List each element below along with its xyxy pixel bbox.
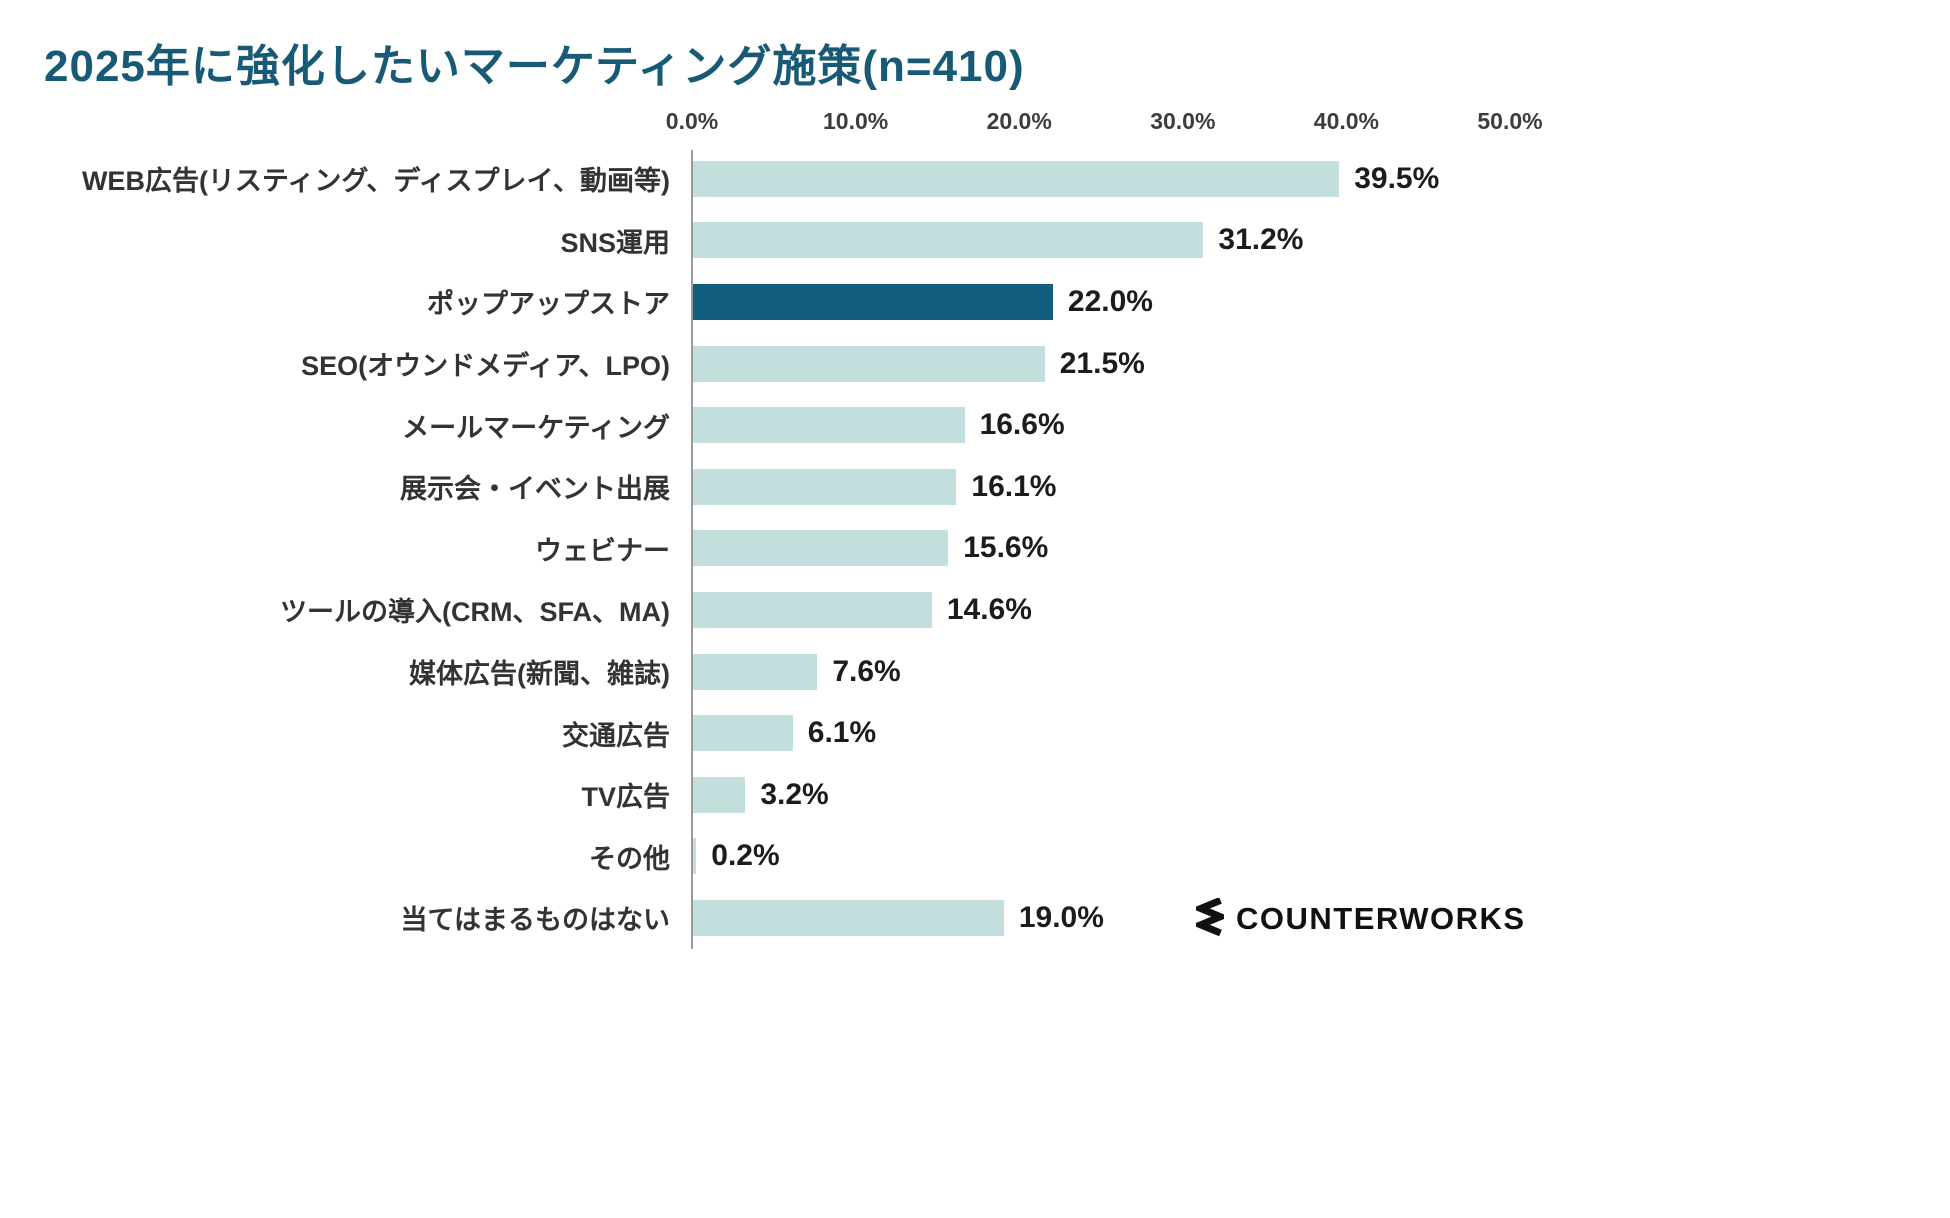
category-label: ツールの導入(CRM、SFA、MA): [280, 597, 670, 628]
x-axis-ticks: 0.0% 10.0% 20.0% 30.0% 40.0% 50.0%: [666, 104, 1543, 148]
bar-track: 31.2%: [693, 222, 1533, 259]
category-label: TV広告: [581, 782, 670, 813]
logo-text: COUNTERWORKS: [1236, 901, 1526, 936]
x-tick-label: 50.0%: [1477, 108, 1543, 134]
x-tick-label: 30.0%: [1150, 108, 1216, 134]
counterworks-logo: COUNTERWORKS: [1196, 898, 1526, 940]
bar-track: 19.0%: [693, 899, 1533, 936]
bar: [693, 838, 697, 875]
bar: [693, 468, 957, 505]
bar-row: その他 0.2%: [0, 826, 1560, 888]
x-tick-label: 0.0%: [665, 108, 719, 134]
value-label: 7.6%: [832, 654, 901, 688]
value-label: 21.5%: [1059, 346, 1145, 380]
bar-track: 16.6%: [693, 407, 1533, 444]
category-label: 当てはまるものはない: [400, 905, 670, 936]
bar: [693, 530, 949, 567]
bar-track: 3.2%: [693, 776, 1533, 813]
category-label: その他: [589, 843, 670, 874]
bar-track: 0.2%: [693, 838, 1533, 875]
bar-row: ウェビナー 15.6%: [0, 518, 1560, 580]
bar-row: WEB広告(リスティング、ディスプレイ、動画等) 39.5%: [0, 148, 1560, 210]
category-label: 展示会・イベント出展: [400, 474, 670, 505]
bar: [693, 345, 1045, 382]
bar-track: 39.5%: [693, 160, 1533, 197]
bar-row: TV広告 3.2%: [0, 764, 1560, 826]
bar-track: 15.6%: [693, 530, 1533, 567]
bar-row: 媒体広告(新聞、雑誌) 7.6%: [0, 641, 1560, 703]
bar: [693, 776, 746, 813]
value-label: 3.2%: [760, 777, 829, 811]
category-label: メールマーケティング: [402, 412, 670, 443]
category-label: SNS運用: [560, 227, 670, 258]
bar-track: 21.5%: [693, 345, 1533, 382]
bar-row: 当てはまるものはない 19.0%: [0, 887, 1560, 949]
value-label: 22.0%: [1067, 284, 1153, 318]
bar: [693, 715, 793, 752]
y-axis-line: [691, 150, 693, 949]
category-label: 交通広告: [562, 720, 670, 751]
bar-row: メールマーケティング 16.6%: [0, 394, 1560, 456]
value-label: 0.2%: [711, 839, 780, 873]
bar: [693, 283, 1053, 320]
bar-track: 16.1%: [693, 468, 1533, 505]
x-tick-label: 40.0%: [1313, 108, 1379, 134]
zigzag-icon: [1196, 898, 1224, 937]
value-label: 16.6%: [979, 408, 1065, 442]
plot-area: WEB広告(リスティング、ディスプレイ、動画等) 39.5% SNS運用 31.2% ポ…: [0, 148, 1560, 949]
value-label: 6.1%: [807, 716, 877, 750]
value-label: 15.6%: [963, 531, 1049, 565]
category-label: ポップアップストア: [427, 289, 670, 320]
category-label: 媒体広告(新聞、雑誌): [409, 659, 670, 690]
bar-track: 7.6%: [693, 653, 1533, 690]
bar-row: 展示会・イベント出展 16.1%: [0, 456, 1560, 518]
category-label: ウェビナー: [535, 535, 670, 566]
bar-row: SNS運用 31.2%: [0, 210, 1560, 272]
bar-row: SEO(オウンドメディア、LPO) 21.5%: [0, 333, 1560, 395]
value-label: 19.0%: [1018, 900, 1104, 934]
bar: [693, 160, 1340, 197]
bar-track: 6.1%: [693, 715, 1533, 752]
x-tick-label: 20.0%: [986, 108, 1052, 134]
bar: [693, 653, 818, 690]
bar-row: ツールの導入(CRM、SFA、MA) 14.6%: [0, 579, 1560, 641]
value-label: 16.1%: [971, 469, 1057, 503]
chart-title: 2025年に強化したいマーケティング施策(n=410): [44, 42, 1025, 91]
category-label: SEO(オウンドメディア、LPO): [301, 351, 670, 382]
bar-row: ポップアップストア 22.0%: [0, 271, 1560, 333]
value-label: 31.2%: [1218, 223, 1304, 257]
bar: [693, 899, 1004, 936]
x-tick-label: 10.0%: [822, 108, 889, 134]
bar: [693, 591, 932, 628]
bar-track: 22.0%: [693, 283, 1533, 320]
bar-row: 交通広告 6.1%: [0, 702, 1560, 764]
category-label: WEB広告(リスティング、ディスプレイ、動画等): [81, 166, 670, 197]
value-label: 14.6%: [946, 592, 1032, 626]
bar: [693, 407, 965, 444]
bar: [693, 222, 1204, 259]
bar-rows: WEB広告(リスティング、ディスプレイ、動画等) 39.5% SNS運用 31.2% ポ…: [0, 148, 1560, 949]
value-label: 39.5%: [1354, 161, 1440, 195]
bar-track: 14.6%: [693, 591, 1533, 628]
bar-chart: 0.0% 10.0% 20.0% 30.0% 40.0% 50.0% WEB広告(リスティ…: [0, 104, 1560, 949]
